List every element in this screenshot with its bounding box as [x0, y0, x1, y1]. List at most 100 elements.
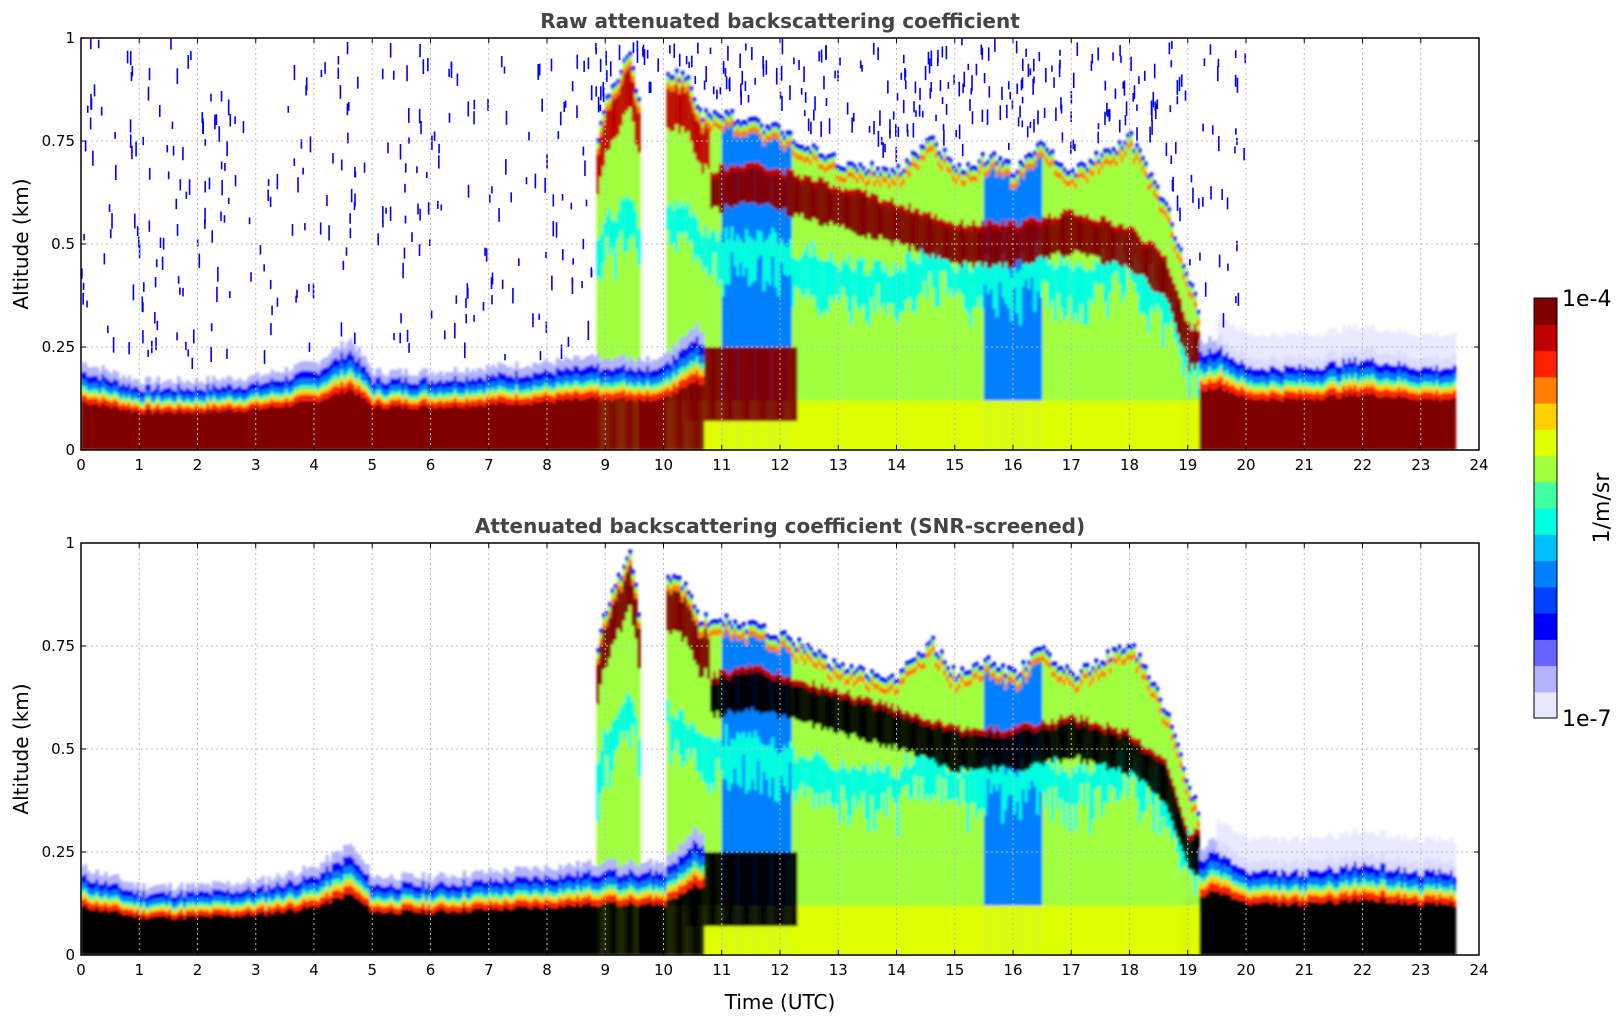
heatmap-cell — [418, 379, 423, 387]
noise-pixel — [599, 58, 602, 72]
heatmap-cell — [453, 404, 458, 450]
heatmap-cell — [867, 178, 871, 185]
heatmap-cell — [1371, 385, 1375, 393]
noise-pixel — [1237, 292, 1240, 306]
heatmap-cell — [217, 403, 222, 408]
heatmap-cell — [680, 336, 685, 349]
heatmap-cell — [1350, 377, 1355, 384]
heatmap-cell — [1318, 400, 1323, 450]
heatmap-cell — [948, 220, 953, 263]
heatmap-cell — [573, 373, 577, 381]
heatmap-cell — [715, 347, 720, 422]
heatmap-cell — [1021, 219, 1026, 265]
heatmap-cell — [1342, 367, 1346, 375]
heatmap-cell — [197, 395, 201, 401]
noise-pixel — [129, 134, 132, 149]
heatmap-cell — [797, 174, 801, 181]
heatmap-cell — [1231, 324, 1235, 358]
heatmap-cell — [613, 221, 618, 280]
heatmap-cell — [625, 54, 630, 60]
heatmap-cell — [1144, 171, 1148, 178]
heatmap-cell — [672, 391, 676, 450]
noise-pixel — [185, 341, 187, 351]
heatmap-cell — [223, 379, 228, 388]
heatmap-cell — [113, 378, 117, 386]
heatmap-cell — [145, 376, 149, 385]
noise-pixel — [142, 330, 144, 344]
noise-pixel — [930, 50, 933, 67]
heatmap-cell — [174, 896, 178, 903]
heatmap-cell — [1315, 386, 1320, 392]
heatmap-cell — [378, 367, 382, 377]
heatmap-cell — [605, 95, 609, 101]
heatmap-cell — [450, 396, 455, 402]
noise-pixel — [204, 139, 207, 146]
heatmap-cell — [1228, 385, 1232, 394]
heatmap-cell — [264, 398, 268, 403]
heatmap-cell — [95, 393, 99, 399]
heatmap-cell — [494, 376, 498, 385]
heatmap-cell — [302, 389, 306, 395]
heatmap-cell — [127, 375, 132, 384]
heatmap-cell — [1164, 400, 1168, 450]
heatmap-cell — [287, 397, 292, 402]
heatmap-cell — [881, 199, 886, 240]
heatmap-cell — [1193, 324, 1197, 331]
heatmap-cell — [657, 398, 662, 450]
heatmap-cell — [1141, 264, 1145, 313]
heatmap-cell — [104, 909, 108, 955]
heatmap-cell — [1085, 214, 1090, 258]
heatmap-cell — [707, 112, 711, 118]
noise-pixel — [1152, 91, 1155, 108]
heatmap-cell — [800, 178, 804, 185]
heatmap-cell — [1449, 388, 1454, 393]
noise-pixel — [428, 239, 431, 246]
heatmap-cell — [142, 883, 146, 891]
heatmap-cell — [401, 407, 405, 450]
heatmap-cell — [523, 367, 528, 376]
heatmap-cell — [401, 398, 405, 403]
heatmap-cell — [849, 166, 854, 172]
heatmap-cell — [1176, 400, 1180, 450]
heatmap-cell — [881, 176, 886, 183]
heatmap-cell — [1368, 394, 1372, 450]
noise-pixel — [1234, 146, 1236, 154]
heatmap-cell — [631, 388, 635, 394]
heatmap-cell — [608, 393, 612, 400]
heatmap-cell — [631, 65, 635, 71]
heatmap-cell — [1435, 365, 1439, 374]
heatmap-cell — [328, 389, 332, 397]
heatmap-cell — [745, 121, 749, 450]
heatmap-cell — [1164, 211, 1168, 218]
x-tick-label: 1 — [134, 456, 144, 474]
heatmap-cell — [380, 388, 385, 395]
noise-pixel — [602, 87, 605, 103]
heatmap-cell — [1123, 140, 1128, 450]
heatmap-cell — [255, 387, 260, 393]
heatmap-cell — [547, 385, 551, 391]
heatmap-cell — [596, 138, 600, 144]
heatmap-cell — [95, 886, 99, 893]
heatmap-cell — [919, 245, 924, 294]
heatmap-cell — [925, 212, 930, 219]
heatmap-cell — [1446, 376, 1451, 383]
heatmap-cell — [1257, 393, 1262, 400]
heatmap-cell — [1004, 163, 1008, 169]
heatmap-cell — [1074, 214, 1078, 221]
noise-pixel — [955, 129, 957, 138]
heatmap-cell — [946, 222, 950, 229]
heatmap-cell — [1179, 257, 1183, 264]
heatmap-cell — [960, 169, 964, 450]
heatmap-cell — [1275, 387, 1279, 393]
heatmap-cell — [217, 381, 222, 389]
heatmap-cell — [104, 384, 108, 391]
heatmap-cell — [1202, 365, 1206, 373]
heatmap-cell — [244, 394, 248, 400]
noise-pixel — [337, 67, 340, 79]
noise-pixel — [1168, 42, 1171, 55]
heatmap-cell — [978, 225, 982, 232]
heatmap-cell — [264, 408, 268, 450]
heatmap-cell — [1173, 246, 1177, 253]
heatmap-cell — [293, 392, 298, 397]
heatmap-cell — [1409, 376, 1413, 383]
